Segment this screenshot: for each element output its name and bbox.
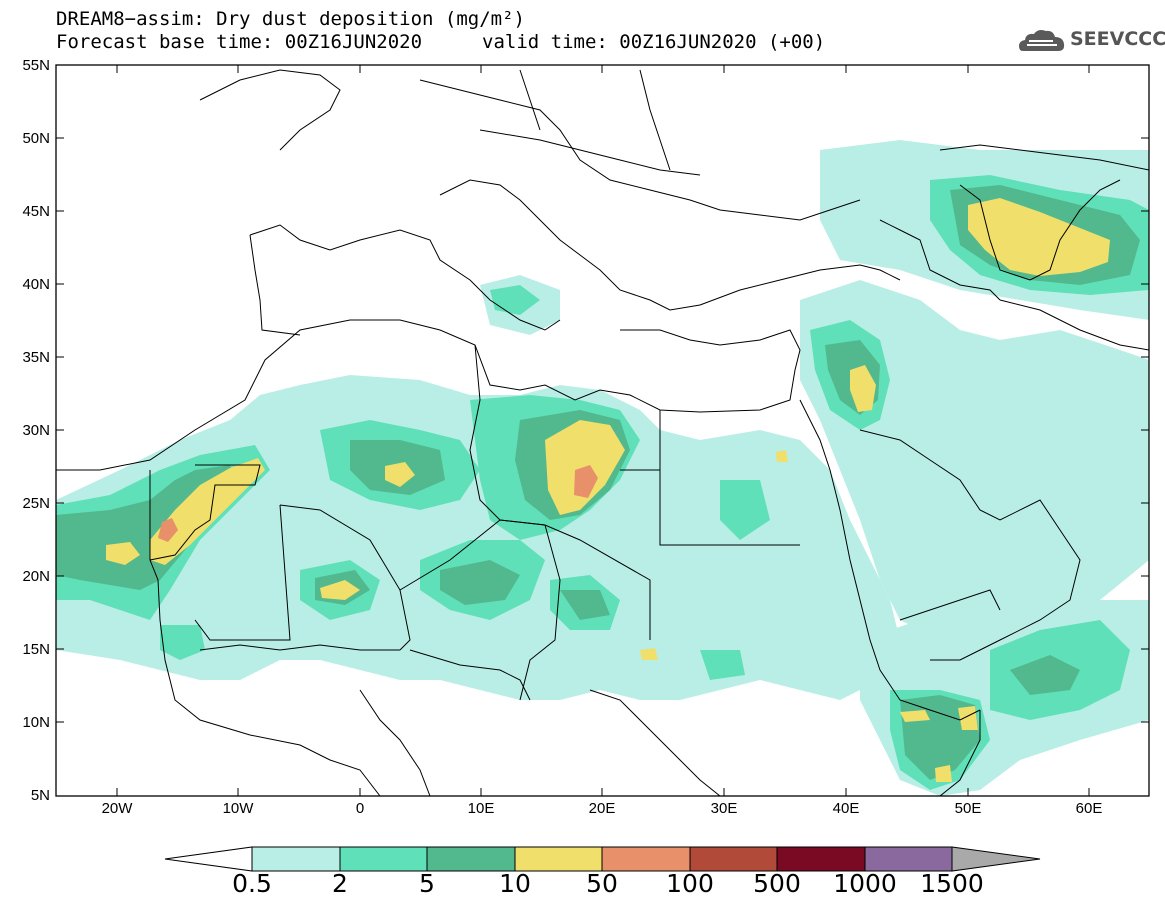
lon-label: 30E [710,800,738,817]
colorbar-segment [339,846,428,872]
lat-label: 45N [22,203,50,220]
lat-label: 40N [22,276,50,293]
lat-label: 50N [22,130,50,147]
lat-label: 10N [22,714,50,731]
lat-label: 5N [30,787,50,804]
lon-label: 0 [355,800,365,817]
colorbar-segment [776,846,866,872]
colorbar-segment [689,846,778,872]
colorbar-segment [251,846,341,872]
forecast-base-time: Forecast base time: 00Z16JUN2020 [56,31,423,53]
lat-label: 20N [22,568,50,585]
dust-field [56,140,1149,796]
lat-label: 55N [22,57,50,74]
valid-time: valid time: 00Z16JUN2020 (+00) [482,31,826,53]
map-title: DREAM8−assim: Dry dust deposition (mg/m²… [56,8,525,30]
logo-text: SEEVCCC [1070,28,1165,50]
lon-label: 10W [222,800,254,817]
colorbar-label: 500 [753,869,801,898]
colorbar-label: 2 [332,869,348,898]
colorbar-label: 1500 [920,869,984,898]
colorbar-segment [426,846,516,872]
colorbar-label: 5 [419,869,435,898]
colorbar-label: 0.5 [232,869,272,898]
seevccc-logo-cloud-icon [1019,30,1065,51]
colorbar-over-arrow [951,846,1041,872]
colorbar-label: 50 [586,869,618,898]
colorbar-segment [601,846,691,872]
lon-label: 60E [1075,800,1103,817]
colorbar [164,846,1041,872]
colorbar-segment [514,846,603,872]
lat-label: 25N [22,495,50,512]
lon-label: 20E [588,800,616,817]
colorbar-segment [864,846,953,872]
lon-label: 20W [101,800,133,817]
lat-label: 35N [22,349,50,366]
colorbar-label: 1000 [833,869,897,898]
lat-label: 15N [22,641,50,658]
colorbar-label: 100 [666,869,714,898]
coastlines [56,69,1149,796]
lat-label: 30N [22,422,50,439]
colorbar-under-arrow [164,846,253,872]
lon-label: 40E [832,800,860,817]
axis-ticks [56,64,1149,796]
colorbar-label: 10 [499,869,531,898]
lon-label: 50E [954,800,982,817]
lon-label: 10E [467,800,495,817]
